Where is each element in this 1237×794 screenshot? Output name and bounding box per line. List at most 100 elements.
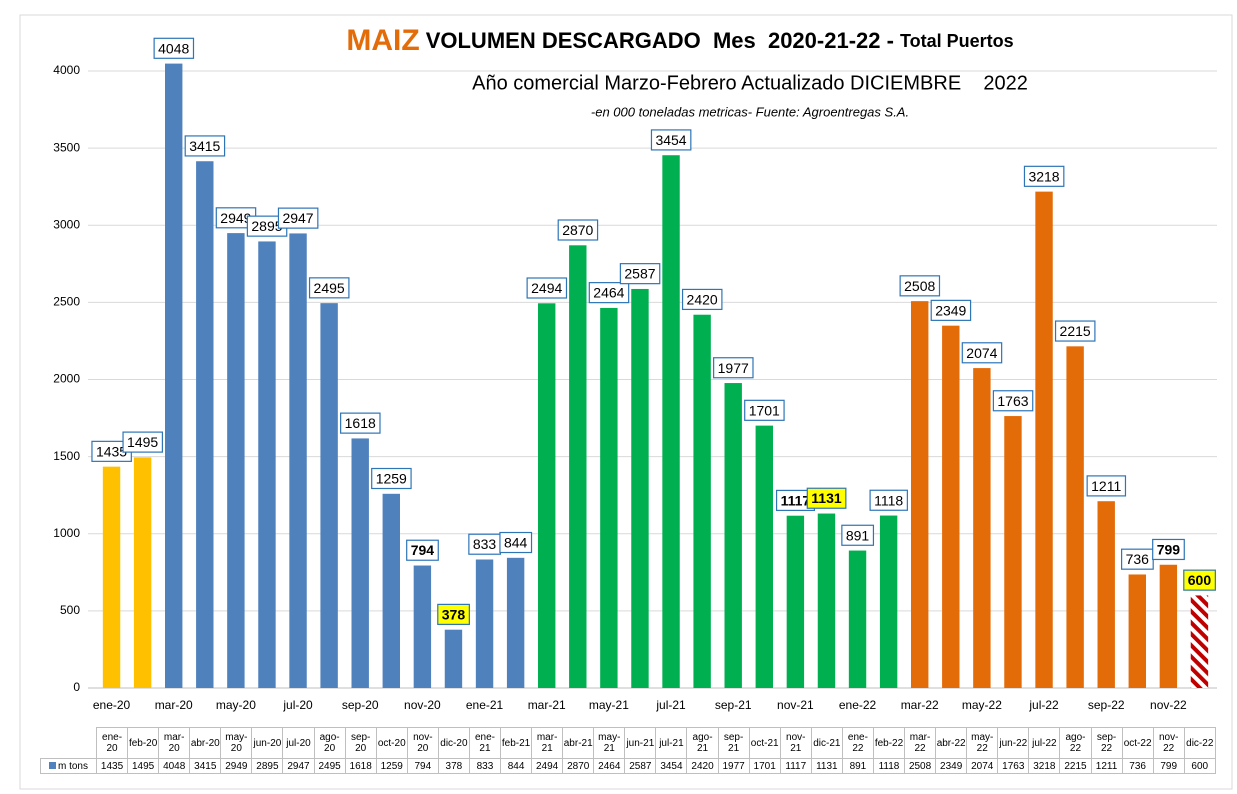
table-category: oct-20	[375, 727, 408, 759]
data-label: 600	[1188, 572, 1212, 588]
table-category: jul-22	[1028, 727, 1061, 759]
table-value: 2420	[686, 758, 719, 774]
y-tick-label: 0	[73, 680, 80, 694]
legend-cell: m tons	[40, 758, 97, 774]
legend-label: m tons	[57, 760, 88, 772]
data-label-box	[588, 282, 630, 304]
bar	[227, 233, 245, 688]
data-label: 2587	[624, 266, 655, 282]
table-value: 1118	[872, 758, 906, 774]
table-value: 1435	[95, 758, 129, 774]
x-tick-label: mar-22	[901, 698, 939, 712]
data-label: 891	[846, 527, 870, 543]
table-category: ago-22	[1059, 727, 1092, 759]
data-label-box	[744, 399, 785, 421]
data-label: 2074	[966, 345, 997, 361]
data-label-box	[1086, 475, 1127, 497]
data-label-box	[184, 135, 226, 157]
data-label-box	[713, 357, 754, 379]
table-category: ene-20	[95, 727, 129, 759]
bar	[1004, 416, 1022, 688]
bar	[973, 368, 991, 688]
data-label: 794	[411, 542, 435, 558]
data-label-box	[1183, 569, 1216, 591]
data-label: 1701	[749, 402, 780, 418]
table-value: 2870	[562, 758, 595, 774]
table-category: jul-20	[282, 727, 315, 759]
table-value: 2947	[282, 758, 315, 774]
table-category: abr-22	[935, 727, 968, 759]
data-label: 2494	[531, 280, 562, 296]
data-label: 378	[442, 606, 466, 622]
table-value: 2349	[935, 758, 968, 774]
data-label-box	[1054, 320, 1096, 342]
x-tick-label: sep-22	[1088, 698, 1125, 712]
bar	[942, 325, 960, 688]
table-value: 2464	[593, 758, 626, 774]
table-value: 833	[468, 758, 502, 774]
x-tick-label: nov-20	[404, 698, 441, 712]
x-tick-label: may-22	[962, 698, 1002, 712]
chart-border	[19, 14, 1233, 790]
data-label-box	[437, 603, 470, 625]
table-category: mar-21	[531, 727, 564, 759]
bar	[196, 161, 214, 688]
table-value: 736	[1121, 758, 1154, 774]
table-category: nov-21	[779, 727, 812, 759]
data-label: 2870	[562, 222, 593, 238]
data-label: 1211	[1091, 478, 1121, 494]
table-corner	[41, 728, 97, 759]
legend-swatch	[48, 761, 56, 769]
bar	[133, 457, 152, 688]
table-value: 600	[1183, 758, 1216, 774]
bar	[444, 629, 463, 688]
data-label: 1495	[127, 434, 158, 450]
bar	[693, 314, 711, 688]
bar	[382, 493, 400, 688]
data-label-box	[681, 288, 723, 311]
data-label: 3415	[189, 138, 220, 154]
data-label-box	[961, 342, 1003, 364]
data-label: 1763	[997, 393, 1028, 409]
title-suffix: Total Puertos	[900, 31, 1014, 51]
table-category: jul-21	[655, 727, 688, 759]
bar	[879, 515, 898, 688]
data-label: 799	[1157, 541, 1181, 557]
bar	[351, 438, 369, 688]
table-category: feb-21	[500, 727, 533, 759]
table-category: ene-22	[841, 727, 874, 759]
x-tick-label: ene-20	[93, 698, 131, 712]
table-value: 1977	[717, 758, 750, 774]
table-value: 844	[500, 758, 533, 774]
table-category: oct-22	[1121, 727, 1154, 759]
table-category: abr-21	[562, 727, 595, 759]
table-category: dic-20	[437, 727, 470, 759]
bar	[165, 63, 183, 688]
data-label: 2947	[282, 210, 313, 226]
bar	[289, 233, 307, 689]
bar	[102, 466, 121, 688]
table-value: 2215	[1059, 758, 1092, 774]
x-tick-label: nov-21	[777, 698, 814, 712]
subtitle: Año comercial Marzo-Febrero Actualizado …	[472, 72, 1028, 94]
y-tick-label: 3000	[53, 217, 80, 231]
table-value: 794	[406, 758, 439, 774]
data-label-box	[841, 524, 875, 546]
table-value: 1259	[375, 758, 408, 774]
table-value: 3218	[1028, 758, 1061, 774]
bar	[724, 383, 742, 688]
x-tick-label: ene-21	[466, 698, 504, 712]
x-tick-label: may-21	[589, 698, 629, 712]
x-tick-label: jul-22	[1028, 698, 1059, 712]
table-category: abr-20	[189, 727, 222, 759]
bar	[1190, 595, 1209, 688]
bar	[631, 288, 649, 688]
x-tick-label: ene-22	[839, 698, 877, 712]
table-category: ago-20	[313, 727, 346, 759]
table-value: 1763	[997, 758, 1030, 774]
data-label: 1259	[376, 471, 407, 487]
data-label: 2949	[220, 210, 251, 226]
data-label: 3454	[655, 132, 686, 148]
table-category: ago-21	[686, 727, 719, 759]
table-category: jun-21	[624, 727, 657, 759]
